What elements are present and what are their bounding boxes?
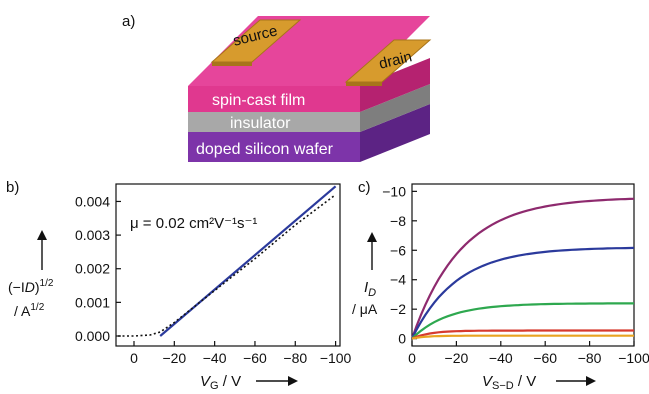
panel-b-fit-dotted-line xyxy=(118,194,337,337)
wafer-layer-side xyxy=(360,104,430,162)
panel-c-output-curve xyxy=(411,329,634,340)
source-electrode-edge xyxy=(212,62,252,66)
panel-c-output-curve xyxy=(411,334,634,340)
panel-b-series xyxy=(118,185,337,337)
insulator-label: insulator xyxy=(230,115,291,132)
panel-c-xtick-label: −80 xyxy=(578,350,602,366)
panel-c-xtick-label: −40 xyxy=(489,350,513,366)
panel-b-y-arrow-head xyxy=(37,230,47,240)
drain-electrode-edge xyxy=(346,82,382,86)
panel-c-x-arrow-head xyxy=(586,376,596,386)
wafer-layer-front xyxy=(188,132,360,162)
panel-c-series xyxy=(410,197,635,340)
panel-b-ytick-label: 0.002 xyxy=(75,261,110,277)
panel-b-x-axis: 0 −20 −40 −60 −80 −100 xyxy=(130,341,352,366)
panel-c-ytick-label: 0 xyxy=(398,331,406,347)
panel-b-xtick-label: −80 xyxy=(283,350,307,366)
panel-c-label: c) xyxy=(358,179,371,196)
panel-c-ytick-label: −2 xyxy=(390,301,406,317)
panel-c-xtick-label: −60 xyxy=(533,350,557,366)
insulator-layer-front xyxy=(188,112,360,132)
panel-b-xtick-label: −60 xyxy=(243,350,267,366)
panel-c-x-axis: 0 −20 −40 −60 −80 −100 xyxy=(408,341,649,366)
panel-c-y-arrow-head xyxy=(367,232,377,242)
panel-c-plot-frame xyxy=(411,183,635,347)
film-layer-front xyxy=(188,86,360,112)
panel-b-ytick-label: 0.000 xyxy=(75,328,110,344)
panel-b-y-axis: 0.000 0.001 0.002 0.003 0.004 xyxy=(75,193,121,344)
panel-c-xlabel: VS−D / V xyxy=(482,373,536,392)
panel-b-xtick-label: 0 xyxy=(130,350,138,366)
panel-b-xtick-label: −100 xyxy=(320,350,352,366)
panel-c-ytick-label: −10 xyxy=(382,183,406,199)
panel-b-ytick-label: 0.004 xyxy=(75,193,110,209)
film-label: spin-cast film xyxy=(212,92,305,109)
panel-b-xlabel: VG / V xyxy=(200,373,241,392)
panel-a-device-schematic: a) source drain spin-cast film insulator… xyxy=(122,13,432,162)
panel-b-plot-frame xyxy=(115,183,341,347)
wafer-label: doped silicon wafer xyxy=(196,141,334,158)
film-layer-side xyxy=(360,58,430,112)
insulator-layer-side xyxy=(360,84,430,132)
panel-c-xtick-label: 0 xyxy=(408,350,416,366)
panel-c-output-curve xyxy=(410,197,635,339)
panel-c-ytick-label: −4 xyxy=(390,272,406,288)
panel-b-label: b) xyxy=(6,179,19,196)
panel-c-output-curve xyxy=(411,302,634,340)
panel-b-ylabel-line1: (−ID)1/2 xyxy=(8,278,54,295)
panel-c-chart: c) 0 −2 −4 −6 −8 −10 0 −20 −40 −60 −80 −100 ID / μ… xyxy=(352,179,649,392)
panel-c-ytick-label: −6 xyxy=(390,242,406,258)
panel-b-data-line xyxy=(159,185,337,337)
panel-c-ylabel: ID xyxy=(364,279,376,299)
panel-c-xtick-label: −100 xyxy=(618,350,649,366)
panel-b-ytick-label: 0.001 xyxy=(75,294,110,310)
panel-b-ylabel-line2: / A1/2 xyxy=(14,302,45,319)
panel-b-ytick-label: 0.003 xyxy=(75,227,110,243)
panel-b-xtick-label: −20 xyxy=(162,350,186,366)
panel-b-mobility-annotation: μ = 0.02 cm²V⁻¹s⁻¹ xyxy=(130,215,257,232)
panel-b-xtick-label: −40 xyxy=(203,350,227,366)
panel-c-y-axis: 0 −2 −4 −6 −8 −10 xyxy=(382,183,417,347)
panel-b-x-arrow-head xyxy=(288,376,298,386)
panel-c-xtick-label: −20 xyxy=(445,350,469,366)
panel-c-ylabel-unit: / μA xyxy=(352,301,378,317)
panel-c-ytick-label: −8 xyxy=(390,213,406,229)
panel-a-label: a) xyxy=(122,13,135,30)
panel-c-output-curve xyxy=(411,246,635,340)
